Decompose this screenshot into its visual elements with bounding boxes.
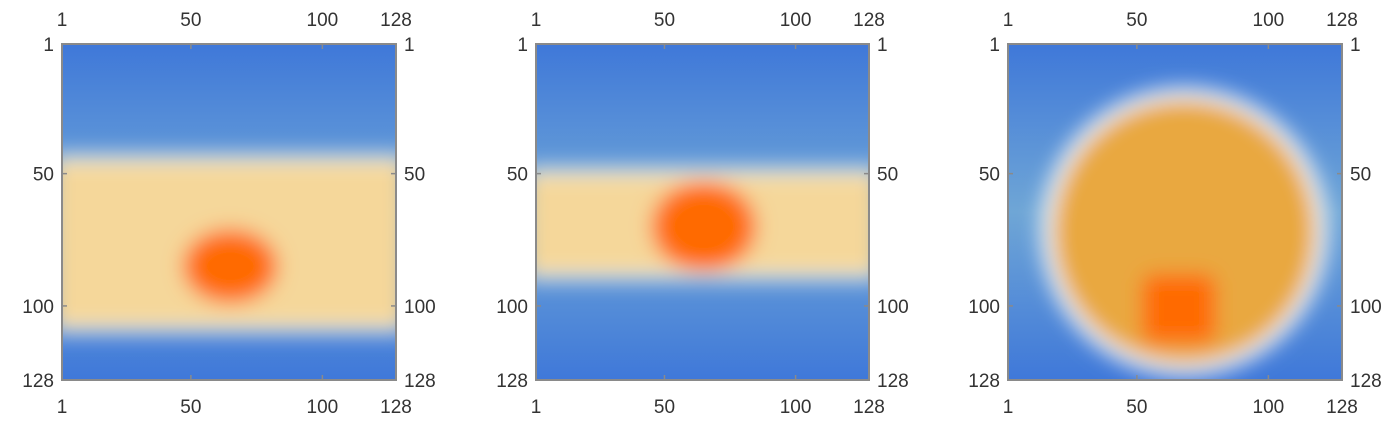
y-tick-label-left: 128 bbox=[22, 371, 54, 392]
x-tick-label-top: 50 bbox=[180, 10, 201, 31]
y-tick-label-right: 128 bbox=[404, 371, 436, 392]
y-tick-label-right: 50 bbox=[404, 165, 425, 186]
x-tick-label-bottom: 100 bbox=[307, 397, 339, 418]
y-tick-label-left: 100 bbox=[496, 297, 528, 318]
heatmap-body bbox=[62, 44, 396, 380]
y-tick-label-right: 100 bbox=[404, 297, 436, 318]
x-tick-label-top: 1 bbox=[57, 10, 68, 31]
heatmap-body bbox=[1008, 44, 1342, 380]
x-tick-label-bottom: 100 bbox=[780, 397, 812, 418]
x-tick-label-top: 128 bbox=[1326, 10, 1358, 31]
x-tick-label-top: 1 bbox=[531, 10, 542, 31]
x-tick-label-top: 100 bbox=[1253, 10, 1285, 31]
x-tick-label-top: 100 bbox=[780, 10, 812, 31]
y-tick-label-left: 1 bbox=[989, 35, 1000, 56]
plot-frame bbox=[535, 43, 870, 381]
y-tick-label-left: 50 bbox=[979, 165, 1000, 186]
y-tick-label-left: 1 bbox=[517, 35, 528, 56]
x-tick-label-top: 128 bbox=[853, 10, 885, 31]
heatmap-regions bbox=[62, 154, 396, 334]
y-tick-label-left: 128 bbox=[496, 371, 528, 392]
y-tick-label-right: 1 bbox=[404, 35, 415, 56]
x-tick-label-bottom: 50 bbox=[654, 397, 675, 418]
x-tick-label-bottom: 1 bbox=[531, 397, 542, 418]
y-tick-label-right: 50 bbox=[1350, 165, 1371, 186]
y-tick-label-left: 50 bbox=[33, 165, 54, 186]
plot-frame bbox=[61, 43, 397, 381]
x-tick-label-bottom: 50 bbox=[1126, 397, 1147, 418]
y-tick-label-right: 1 bbox=[877, 35, 888, 56]
y-tick-label-right: 100 bbox=[877, 297, 909, 318]
x-tick-label-top: 1 bbox=[1003, 10, 1014, 31]
y-tick-label-right: 1 bbox=[1350, 35, 1361, 56]
heatmap-body bbox=[536, 44, 869, 380]
y-tick-label-right: 128 bbox=[877, 371, 909, 392]
y-tick-label-right: 100 bbox=[1350, 297, 1382, 318]
y-tick-label-left: 1 bbox=[43, 35, 54, 56]
x-tick-label-bottom: 50 bbox=[180, 397, 201, 418]
plot-frame bbox=[1007, 43, 1343, 381]
heatmap-hotspot bbox=[182, 229, 278, 304]
heatmap-hotspot bbox=[1142, 274, 1216, 343]
heatmap-hotspot bbox=[651, 181, 757, 272]
x-tick-label-top: 50 bbox=[654, 10, 675, 31]
y-tick-label-left: 100 bbox=[968, 297, 1000, 318]
y-tick-label-left: 100 bbox=[22, 297, 54, 318]
x-tick-label-bottom: 1 bbox=[1003, 397, 1014, 418]
x-tick-label-bottom: 128 bbox=[853, 397, 885, 418]
x-tick-label-bottom: 128 bbox=[1326, 397, 1358, 418]
x-tick-label-bottom: 1 bbox=[57, 397, 68, 418]
y-tick-label-right: 50 bbox=[877, 165, 898, 186]
heatmap-region bbox=[1052, 99, 1316, 365]
x-tick-label-bottom: 100 bbox=[1253, 397, 1285, 418]
y-tick-label-left: 128 bbox=[968, 371, 1000, 392]
x-tick-label-top: 50 bbox=[1126, 10, 1147, 31]
y-tick-label-right: 128 bbox=[1350, 371, 1382, 392]
x-tick-label-top: 128 bbox=[380, 10, 412, 31]
heatmap-regions bbox=[536, 167, 869, 281]
x-tick-label-top: 100 bbox=[307, 10, 339, 31]
y-tick-label-left: 50 bbox=[507, 165, 528, 186]
x-tick-label-bottom: 128 bbox=[380, 397, 412, 418]
heatmap-regions bbox=[1040, 87, 1328, 377]
